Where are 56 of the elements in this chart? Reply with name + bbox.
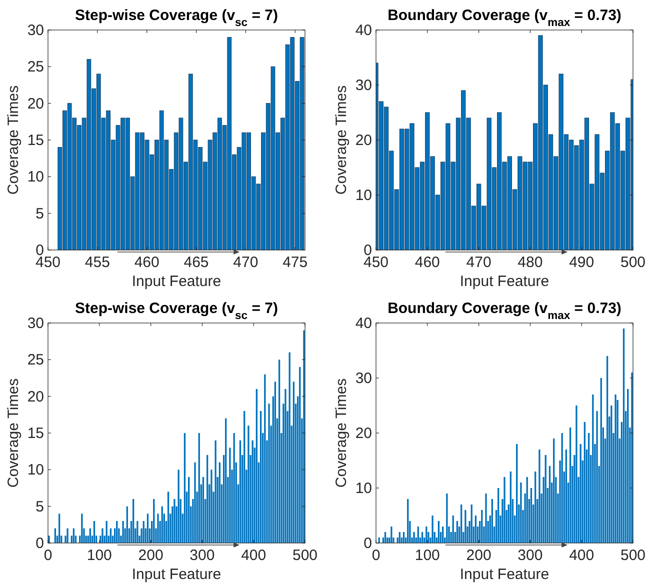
x-tick-label: 475 xyxy=(282,254,308,271)
y-tick-label: 15 xyxy=(27,425,44,442)
x-axis-title: Input Feature xyxy=(132,566,222,583)
y-tick-label: 40 xyxy=(355,315,372,332)
x-tick-label: 500 xyxy=(292,547,318,564)
x-tick-label: 480 xyxy=(518,254,543,271)
x-tick-label: 455 xyxy=(84,254,110,271)
y-axis-title: Coverage Times xyxy=(5,85,22,195)
x-tick-label: 300 xyxy=(518,547,543,564)
x-axis-title: Input Feature xyxy=(460,273,550,290)
y-tick-label: 10 xyxy=(27,462,44,479)
x-tick-label: 500 xyxy=(620,547,646,564)
y-tick-label: 25 xyxy=(27,352,44,369)
y-axis-title: Coverage Times xyxy=(333,85,350,195)
y-tick-label: 10 xyxy=(355,187,372,204)
x-tick-label: 400 xyxy=(241,547,266,564)
y-tick-label: 10 xyxy=(27,168,44,186)
chart-title: Boundary Coverage (v$_{max}$ = 0.73) xyxy=(388,300,622,322)
y-tick-label: 30 xyxy=(355,77,372,94)
x-tick-label: 450 xyxy=(363,254,389,271)
x-tick-label: 200 xyxy=(466,547,492,564)
y-tick-label: 30 xyxy=(27,22,44,39)
y-tick-label: 0 xyxy=(36,535,44,552)
y-tick-label: 25 xyxy=(27,58,44,76)
y-tick-label: 20 xyxy=(355,425,372,442)
x-tick-label: 470 xyxy=(466,254,492,271)
x-tick-label: 465 xyxy=(184,254,209,271)
x-tick-label: 460 xyxy=(414,254,440,271)
chart-title: Step-wise Coverage (v$_{sc}$ = 7) xyxy=(74,300,278,322)
chart-title: Boundary Coverage (v$_{max}$ = 0.73) xyxy=(388,7,622,29)
x-axis-title: Input Feature xyxy=(132,273,222,290)
y-tick-label: 30 xyxy=(27,315,44,332)
y-tick-label: 5 xyxy=(36,498,44,516)
x-tick-label: 300 xyxy=(190,547,215,564)
x-axis-title: Input Feature xyxy=(460,566,550,583)
x-tick-label: 490 xyxy=(569,254,594,271)
x-tick-label: 470 xyxy=(233,254,258,271)
x-tick-label: 400 xyxy=(569,547,594,564)
y-tick-label: 10 xyxy=(355,480,372,497)
x-tick-label: 100 xyxy=(86,547,112,564)
y-tick-label: 20 xyxy=(27,388,44,406)
y-tick-label: 5 xyxy=(36,205,44,222)
y-tick-label: 0 xyxy=(364,535,372,552)
chart-title: Step-wise Coverage (v$_{sc}$ = 7) xyxy=(74,7,278,29)
x-tick-label: 450 xyxy=(35,254,61,271)
y-tick-label: 20 xyxy=(27,95,44,112)
y-axis-title: Coverage Times xyxy=(5,378,22,488)
x-tick-label: 500 xyxy=(620,254,646,271)
y-tick-label: 15 xyxy=(27,132,44,149)
x-tick-label: 200 xyxy=(138,547,164,564)
y-tick-label: 20 xyxy=(355,132,372,149)
x-tick-label: 460 xyxy=(134,254,160,271)
y-axis-title: Coverage Times xyxy=(333,378,350,488)
x-tick-label: 100 xyxy=(414,547,440,564)
y-tick-label: 40 xyxy=(355,22,372,39)
y-tick-label: 30 xyxy=(355,370,372,387)
